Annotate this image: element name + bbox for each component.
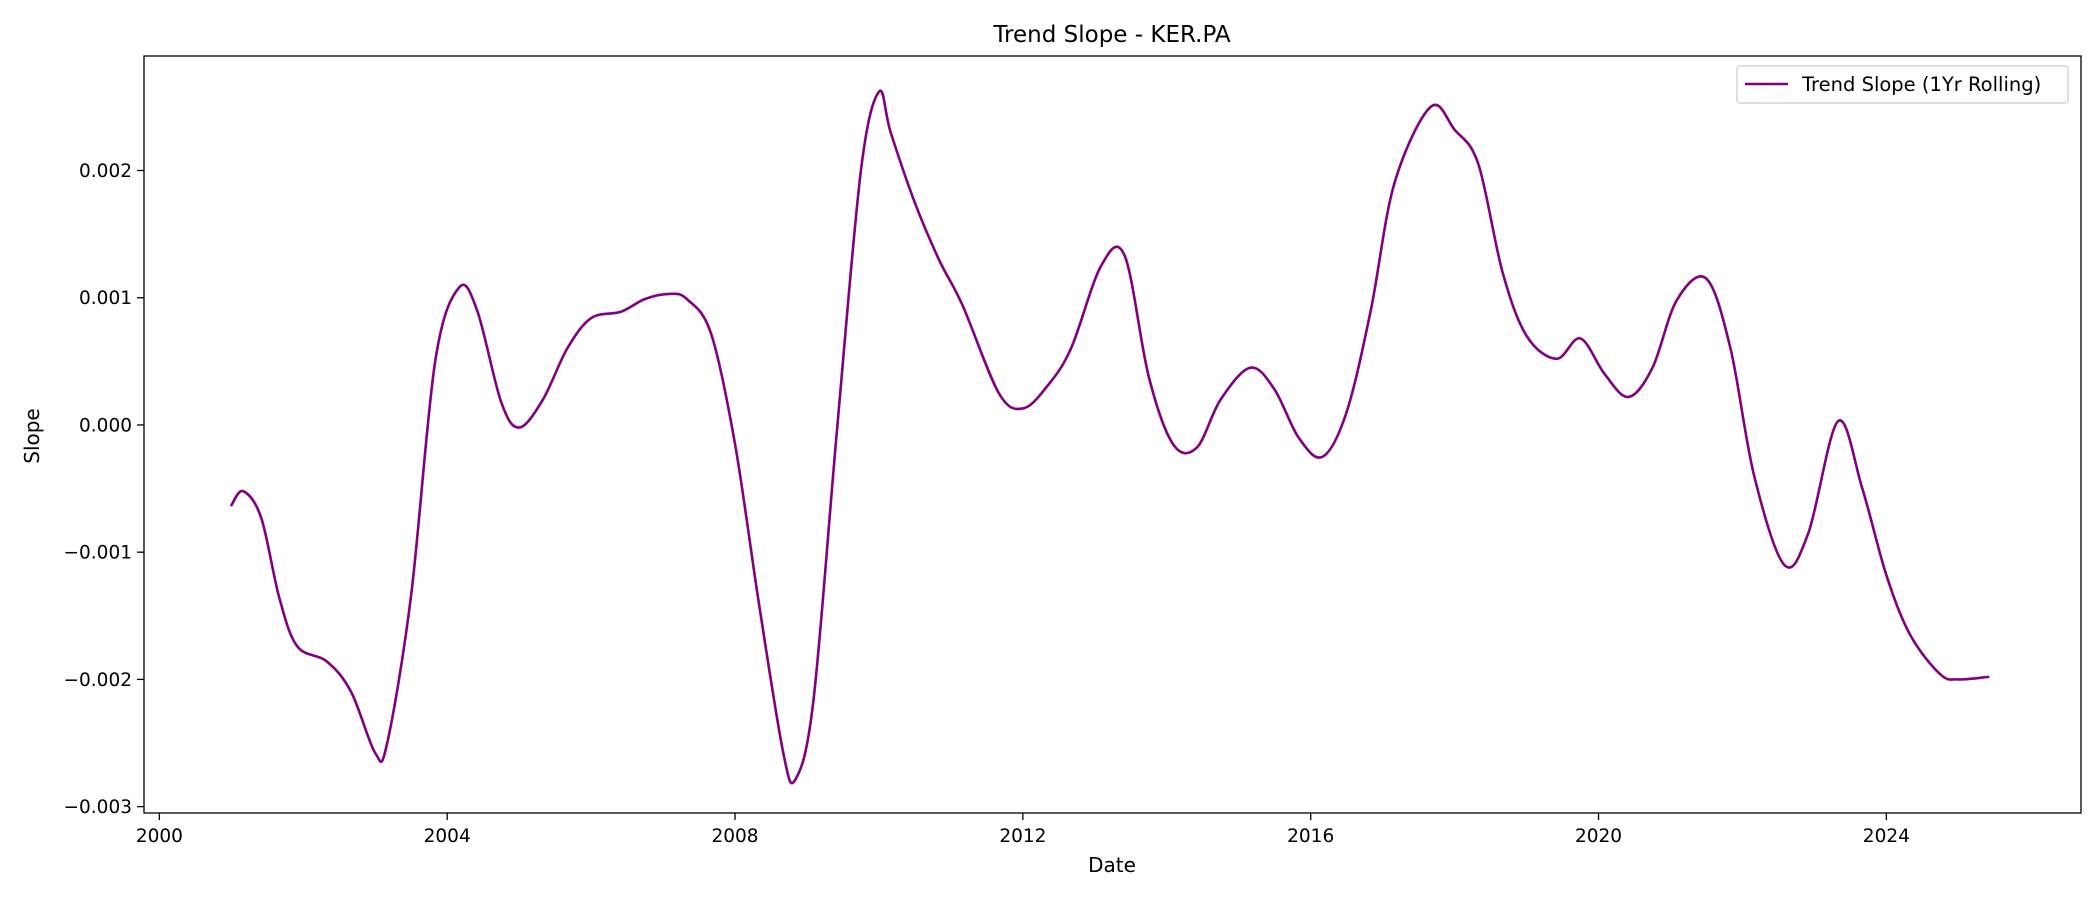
x-tick-label: 2024 (1863, 826, 1910, 847)
chart-title: Trend Slope - KER.PA (992, 22, 1230, 48)
legend: Trend Slope (1Yr Rolling) (1736, 65, 2069, 104)
x-tick-label: 2004 (424, 826, 471, 847)
x-tick-label: 2012 (999, 826, 1046, 847)
y-tick-label: 0.000 (79, 415, 132, 436)
y-tick-label: −0.001 (64, 543, 132, 564)
y-tick-label: −0.002 (64, 670, 132, 691)
y-tick-label: −0.003 (64, 797, 132, 818)
x-tick-label: 2000 (136, 826, 183, 847)
legend-box (1736, 65, 2069, 104)
x-tick-label: 2020 (1575, 826, 1622, 847)
y-axis-title: Slope (20, 408, 44, 464)
legend-label: Trend Slope (1Yr Rolling) (1801, 73, 2041, 96)
plot-area-frame (143, 55, 2082, 814)
y-tick-label: 0.001 (79, 288, 132, 309)
trend-slope-line (230, 89, 1990, 785)
x-axis-ticks: 2000 2004 2008 2012 2016 2020 2024 (136, 813, 1910, 847)
y-tick-label: 0.002 (79, 161, 132, 182)
y-axis-ticks: −0.003 −0.002 −0.001 0.000 0.001 0.002 (64, 161, 144, 818)
x-axis-title: Date (1088, 853, 1136, 877)
x-tick-label: 2016 (1287, 826, 1334, 847)
x-tick-label: 2008 (711, 826, 758, 847)
